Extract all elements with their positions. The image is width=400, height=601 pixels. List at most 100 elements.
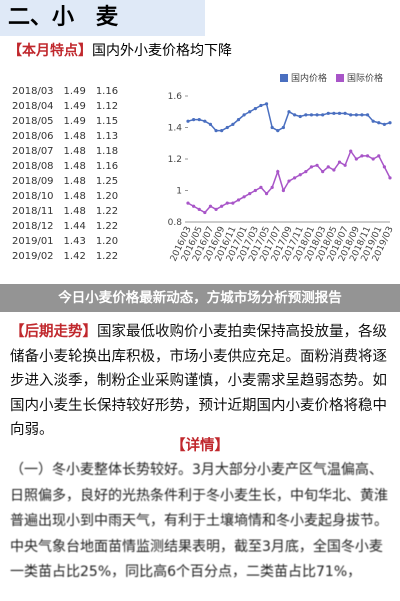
text: 国家最低收购价小麦拍卖保持高投放量，各级储备小麦轮换出库积极，市场小麦供应充足。… bbox=[10, 324, 387, 438]
table-cell: 1.20 bbox=[95, 191, 119, 202]
table-cell: 1.22 bbox=[95, 251, 119, 262]
table-row: 2019/02 1.42 1.22 bbox=[8, 249, 124, 264]
point bbox=[242, 195, 246, 199]
table-cell: 2018/06 bbox=[12, 131, 54, 142]
point bbox=[231, 201, 235, 205]
table-row: 2018/09 1.48 1.25 bbox=[8, 174, 124, 189]
point bbox=[192, 118, 196, 122]
legend-label: 国际价格 bbox=[347, 72, 383, 84]
point bbox=[270, 185, 274, 189]
point bbox=[377, 121, 381, 125]
point bbox=[208, 204, 213, 208]
y-tick-label: 1 bbox=[176, 187, 182, 197]
point bbox=[371, 157, 375, 161]
point bbox=[220, 204, 224, 208]
table-row: 2018/10 1.48 1.20 bbox=[8, 189, 124, 204]
point bbox=[253, 107, 257, 111]
table-cell: 2019/01 bbox=[12, 236, 54, 247]
chart: 0.811.21.41.62016/032016/052016/072016/0… bbox=[168, 72, 396, 263]
point bbox=[371, 119, 375, 123]
point bbox=[186, 201, 190, 205]
table-cell: 1.49 bbox=[63, 116, 86, 127]
point bbox=[225, 125, 229, 130]
table-cell: 2018/05 bbox=[12, 116, 54, 127]
table-row: 2018/06 1.48 1.13 bbox=[8, 129, 124, 144]
table-cell: 1.48 bbox=[63, 206, 86, 217]
table-cell: 1.43 bbox=[63, 236, 86, 247]
point bbox=[343, 163, 347, 167]
table-cell: 1.42 bbox=[63, 251, 86, 262]
table-row: 2018/07 1.48 1.18 bbox=[8, 144, 124, 159]
paragraph: 【后期走势】国家最低收购价小麦拍卖保持高投放量，各级储备小麦轮换出库积极，市场小… bbox=[10, 320, 392, 443]
point bbox=[298, 114, 302, 119]
point bbox=[382, 122, 386, 126]
point bbox=[377, 154, 381, 158]
point bbox=[326, 111, 330, 115]
point bbox=[293, 176, 297, 180]
table-row: 2018/05 1.49 1.15 bbox=[8, 114, 124, 129]
point bbox=[337, 111, 342, 115]
point bbox=[309, 165, 314, 169]
table-row: 2019/01 1.43 1.20 bbox=[8, 234, 124, 249]
table-cell: 1.48 bbox=[63, 146, 86, 157]
point bbox=[388, 121, 392, 125]
details-text: （一）冬小麦整体长势较好。3月大部分小麦产区气温偏高、日照偏多，良好的光热条件利… bbox=[10, 462, 388, 580]
point bbox=[321, 113, 325, 117]
point bbox=[337, 160, 342, 164]
point bbox=[242, 113, 246, 117]
point bbox=[270, 125, 274, 130]
table-row: 2018/12 1.44 1.22 bbox=[8, 219, 124, 234]
y-tick-label: 1.6 bbox=[168, 92, 183, 102]
point bbox=[349, 113, 353, 117]
table-cell: 1.13 bbox=[95, 131, 119, 142]
table-cell: 1.20 bbox=[95, 236, 119, 247]
point bbox=[332, 111, 336, 115]
point bbox=[259, 103, 263, 108]
point bbox=[365, 154, 370, 158]
label: 【后期走势】 bbox=[10, 324, 97, 340]
point bbox=[332, 168, 336, 172]
table-cell: 2018/12 bbox=[12, 221, 54, 232]
point bbox=[203, 119, 207, 123]
point bbox=[298, 173, 302, 177]
legend-swatch bbox=[336, 74, 344, 82]
point bbox=[304, 170, 308, 174]
table-cell: 2018/09 bbox=[12, 176, 54, 187]
point bbox=[259, 185, 263, 189]
table-cell: 1.48 bbox=[63, 131, 86, 142]
point bbox=[309, 113, 314, 117]
table-cell: 1.16 bbox=[95, 86, 119, 97]
point bbox=[281, 188, 285, 193]
point bbox=[321, 170, 325, 174]
table-cell: 1.44 bbox=[63, 221, 86, 232]
table-cell: 1.18 bbox=[95, 146, 119, 157]
banner: 今日小麦价格最新动态，方城市场分析预测报告 bbox=[0, 284, 400, 312]
point bbox=[197, 118, 201, 122]
point bbox=[253, 188, 257, 193]
subsection: 【本月特点】国内外小麦价格均下降 bbox=[8, 40, 232, 60]
point bbox=[225, 201, 229, 205]
point bbox=[208, 122, 213, 126]
label: 【本月特点】 bbox=[8, 43, 92, 59]
table-row: 2018/08 1.48 1.16 bbox=[8, 159, 124, 174]
point bbox=[360, 154, 364, 158]
table-cell: 2018/04 bbox=[12, 101, 54, 112]
table-cell: 2019/02 bbox=[12, 251, 54, 262]
point bbox=[360, 113, 364, 117]
table-cell: 1.16 bbox=[95, 161, 119, 172]
table-cell: 1.49 bbox=[63, 101, 86, 112]
table-cell: 1.48 bbox=[63, 161, 86, 172]
point bbox=[248, 192, 252, 196]
point bbox=[220, 129, 224, 133]
point bbox=[197, 207, 201, 211]
table-cell: 2018/10 bbox=[12, 191, 54, 202]
point bbox=[293, 113, 297, 117]
point bbox=[236, 198, 241, 202]
point bbox=[326, 165, 330, 169]
point bbox=[354, 113, 358, 117]
point bbox=[304, 113, 308, 117]
point bbox=[264, 192, 269, 196]
point bbox=[287, 110, 291, 114]
table-cell: 1.22 bbox=[95, 206, 119, 217]
